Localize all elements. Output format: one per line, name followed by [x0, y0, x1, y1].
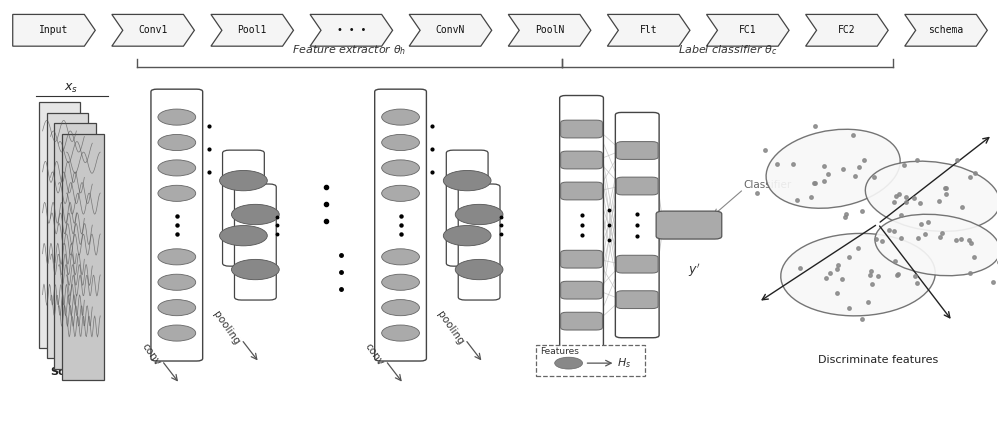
FancyBboxPatch shape	[561, 250, 602, 268]
Polygon shape	[310, 15, 393, 46]
FancyBboxPatch shape	[561, 151, 602, 169]
Circle shape	[555, 357, 583, 369]
Ellipse shape	[781, 233, 935, 316]
Text: Conv1: Conv1	[138, 25, 168, 35]
Circle shape	[382, 299, 419, 316]
Circle shape	[382, 185, 419, 201]
FancyBboxPatch shape	[616, 142, 658, 160]
Text: Pool1: Pool1	[238, 25, 267, 35]
Text: Flt: Flt	[640, 25, 657, 35]
Text: PoolN: PoolN	[535, 25, 564, 35]
FancyBboxPatch shape	[234, 184, 276, 300]
Text: FC1: FC1	[739, 25, 757, 35]
FancyBboxPatch shape	[62, 134, 104, 380]
Circle shape	[443, 170, 491, 191]
Circle shape	[158, 249, 196, 265]
Circle shape	[158, 299, 196, 316]
Ellipse shape	[875, 214, 1000, 276]
Text: Source: Source	[50, 367, 93, 377]
Circle shape	[382, 160, 419, 176]
FancyBboxPatch shape	[615, 112, 659, 338]
FancyBboxPatch shape	[47, 113, 88, 359]
Text: Discriminate features: Discriminate features	[818, 355, 938, 365]
Circle shape	[220, 226, 267, 246]
Circle shape	[232, 204, 279, 225]
Circle shape	[443, 226, 491, 246]
Circle shape	[158, 274, 196, 290]
FancyBboxPatch shape	[561, 281, 602, 299]
Text: Feature extractor $\theta_h$: Feature extractor $\theta_h$	[292, 43, 406, 57]
Polygon shape	[211, 15, 293, 46]
FancyBboxPatch shape	[560, 96, 603, 355]
Polygon shape	[409, 15, 492, 46]
Circle shape	[382, 274, 419, 290]
Ellipse shape	[865, 161, 1000, 231]
Circle shape	[232, 260, 279, 280]
FancyBboxPatch shape	[536, 345, 645, 376]
Polygon shape	[607, 15, 690, 46]
FancyBboxPatch shape	[561, 312, 602, 330]
Text: $H_s$: $H_s$	[617, 356, 632, 370]
Polygon shape	[905, 15, 987, 46]
Text: pooling: pooling	[435, 309, 465, 347]
Text: $y^{\prime}$: $y^{\prime}$	[688, 261, 700, 278]
Circle shape	[158, 185, 196, 201]
Polygon shape	[707, 15, 789, 46]
FancyBboxPatch shape	[616, 255, 658, 273]
Text: Classifier: Classifier	[744, 180, 792, 190]
Circle shape	[158, 109, 196, 125]
FancyBboxPatch shape	[446, 150, 488, 266]
Circle shape	[158, 325, 196, 341]
FancyBboxPatch shape	[151, 89, 203, 361]
FancyBboxPatch shape	[656, 211, 722, 239]
FancyBboxPatch shape	[54, 124, 96, 369]
Text: Input: Input	[39, 25, 69, 35]
FancyBboxPatch shape	[616, 177, 658, 195]
Circle shape	[220, 170, 267, 191]
FancyBboxPatch shape	[616, 291, 658, 308]
Circle shape	[382, 325, 419, 341]
Text: conv: conv	[139, 342, 162, 368]
FancyBboxPatch shape	[561, 120, 602, 138]
Ellipse shape	[766, 129, 900, 208]
FancyBboxPatch shape	[561, 182, 602, 200]
Text: conv: conv	[363, 342, 386, 368]
Polygon shape	[112, 15, 194, 46]
Circle shape	[158, 160, 196, 176]
Text: Features: Features	[540, 347, 579, 356]
Circle shape	[455, 204, 503, 225]
Circle shape	[455, 260, 503, 280]
FancyBboxPatch shape	[458, 184, 500, 300]
Polygon shape	[13, 15, 95, 46]
Text: ConvN: ConvN	[436, 25, 465, 35]
Text: pooling: pooling	[211, 309, 241, 347]
Text: Label classifier $\theta_c$: Label classifier $\theta_c$	[678, 43, 777, 57]
Text: $x_s$: $x_s$	[64, 82, 79, 95]
Polygon shape	[508, 15, 591, 46]
Circle shape	[158, 134, 196, 151]
Circle shape	[382, 109, 419, 125]
Circle shape	[382, 134, 419, 151]
FancyBboxPatch shape	[223, 150, 264, 266]
FancyBboxPatch shape	[375, 89, 426, 361]
Text: schema: schema	[928, 25, 964, 35]
Circle shape	[382, 249, 419, 265]
FancyBboxPatch shape	[39, 102, 80, 348]
Text: • • •: • • •	[337, 25, 366, 35]
Text: FC2: FC2	[838, 25, 856, 35]
Polygon shape	[806, 15, 888, 46]
